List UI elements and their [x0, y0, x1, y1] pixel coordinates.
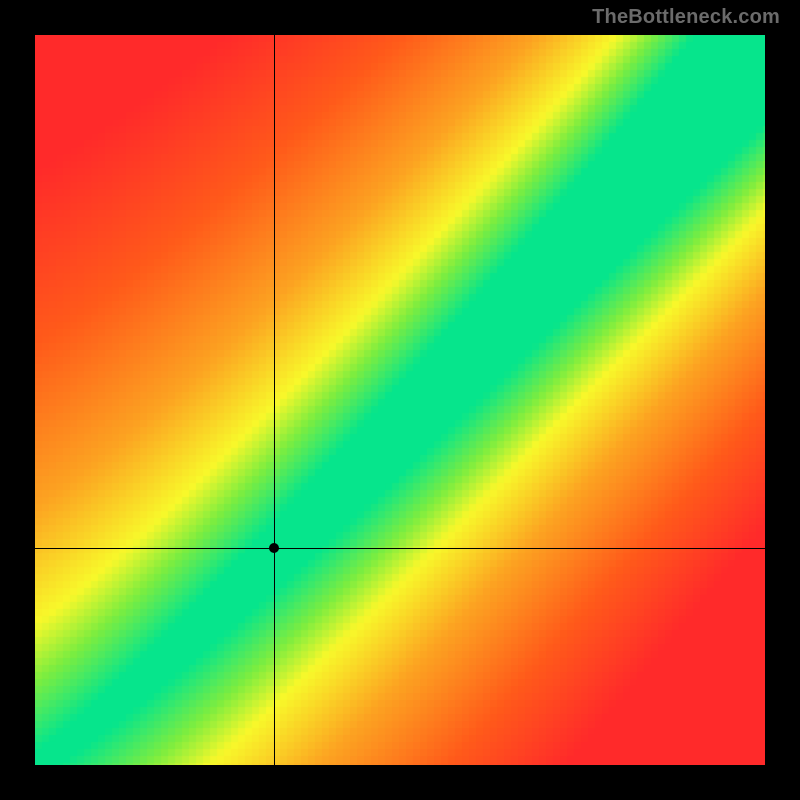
- marker-dot: [269, 543, 279, 553]
- watermark-text: TheBottleneck.com: [592, 6, 780, 29]
- bottleneck-heatmap: [35, 35, 765, 765]
- crosshair-horizontal: [35, 548, 765, 549]
- crosshair-vertical: [274, 35, 275, 765]
- chart-container: TheBottleneck.com: [0, 0, 800, 800]
